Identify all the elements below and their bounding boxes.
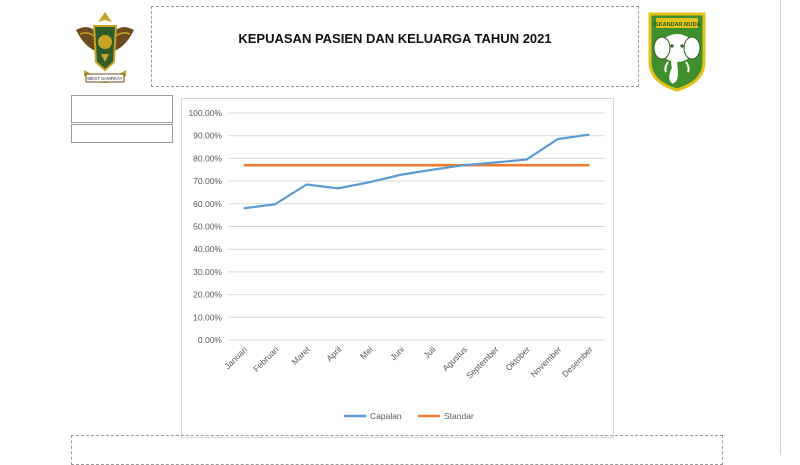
y-tick-label: 0.00% [198, 335, 223, 345]
empty-cell-box [71, 95, 173, 123]
x-tick-label: Oktober [503, 344, 532, 373]
y-tick-label: 100.00% [188, 108, 222, 118]
page-edge-divider [780, 0, 781, 455]
x-tick-label: Mei [358, 344, 375, 361]
legend-label: Standar [444, 411, 474, 421]
y-tick-label: 50.00% [193, 222, 222, 232]
y-tick-label: 70.00% [193, 176, 222, 186]
x-tick-label: Februari [251, 344, 281, 374]
army-emblem-logo: MEST SAMRKAY [72, 8, 138, 90]
x-tick-label: September [464, 344, 501, 381]
bottom-box [71, 435, 723, 465]
x-tick-label: Januari [222, 344, 249, 371]
title-box: KEPUASAN PASIEN DAN KELUARGA TAHUN 2021 [151, 6, 639, 87]
x-tick-label: Maret [290, 344, 313, 367]
empty-cell-box [71, 124, 173, 143]
logo-motto: MEST SAMRKAY [87, 76, 122, 81]
chart-panel[interactable]: 0.00% 10.00% 20.00% 30.00% 40.00% 50.00% 60.00… [181, 98, 614, 438]
legend-label: Capalan [370, 411, 402, 421]
series-line-capalan [244, 135, 590, 209]
x-tick-label: November [528, 344, 563, 379]
y-tick-label: 10.00% [193, 312, 222, 322]
iskandar-muda-logo: ISKANDAR MUDA [646, 10, 708, 92]
x-tick-label: Juni [388, 344, 406, 362]
logo-text: ISKANDAR MUDA [653, 22, 700, 28]
y-tick-label: 40.00% [193, 244, 222, 254]
x-tick-label: Desember [560, 344, 595, 379]
y-tick-label: 80.00% [193, 153, 222, 163]
page-title: KEPUASAN PASIEN DAN KELUARGA TAHUN 2021 [152, 31, 638, 46]
y-tick-label: 90.00% [193, 131, 222, 141]
y-tick-label: 30.00% [193, 267, 222, 277]
x-tick-label: April [324, 344, 343, 363]
line-chart: 0.00% 10.00% 20.00% 30.00% 40.00% 50.00% 60.00… [182, 99, 613, 437]
x-tick-label: Agustus [440, 344, 469, 373]
y-tick-label: 20.00% [193, 290, 222, 300]
y-tick-label: 60.00% [193, 199, 222, 209]
x-tick-label: Juli [422, 344, 438, 360]
